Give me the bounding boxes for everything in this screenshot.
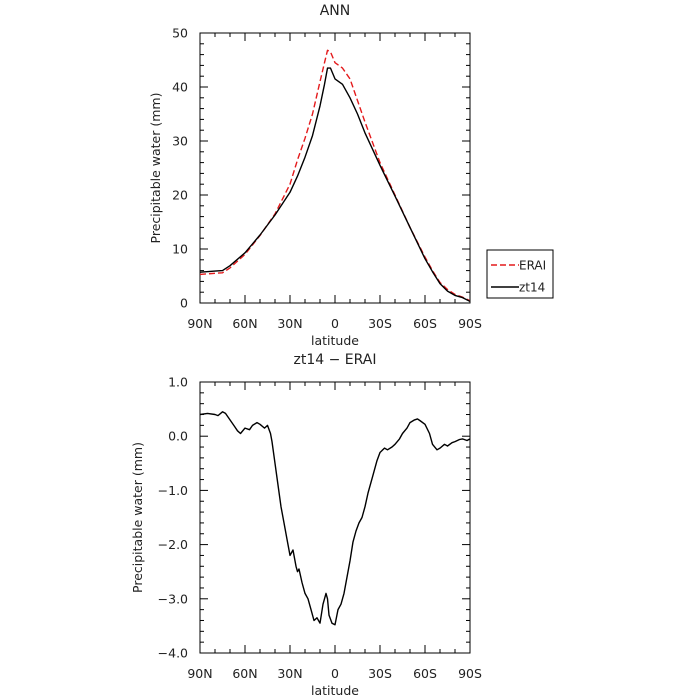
series-line-difference xyxy=(200,411,470,626)
y-tick-label: −2.0 xyxy=(158,537,188,552)
y-tick-label: −3.0 xyxy=(158,591,188,606)
y-tick-label: −4.0 xyxy=(158,646,188,661)
y-tick-label: 0 xyxy=(180,296,188,311)
chart-title-bottom: zt14 − ERAI xyxy=(294,352,377,368)
x-tick-label: 30N xyxy=(277,316,302,331)
y-tick-label: 10 xyxy=(172,242,188,257)
x-tick-label: 60N xyxy=(232,666,257,681)
x-axis-label: latitude xyxy=(311,333,359,348)
x-tick-label: 30S xyxy=(368,666,392,681)
x-tick-label: 0 xyxy=(331,316,339,331)
y-tick-label: −1.0 xyxy=(158,483,188,498)
chart-title-top: ANN xyxy=(320,3,351,19)
x-axis-label: latitude xyxy=(311,683,359,698)
plot-frame-top xyxy=(199,32,471,304)
x-tick-label: 0 xyxy=(331,666,339,681)
y-tick-label: 1.0 xyxy=(168,375,188,390)
x-tick-label: 30S xyxy=(368,316,392,331)
x-tick-label: 60N xyxy=(232,316,257,331)
x-tick-label: 60S xyxy=(413,316,437,331)
y-tick-label: 0.0 xyxy=(168,429,188,444)
x-tick-label: 90N xyxy=(187,666,212,681)
legend-box xyxy=(486,249,554,299)
y-tick-label: 40 xyxy=(172,80,188,95)
y-tick-label: 30 xyxy=(172,134,188,149)
y-tick-label: 50 xyxy=(172,26,188,41)
series-line-zt14 xyxy=(200,67,470,303)
legend-label-zt14: zt14 xyxy=(519,281,545,295)
series-line-erai xyxy=(200,49,470,302)
x-tick-label: 90N xyxy=(187,316,212,331)
plot-frame-bottom xyxy=(199,381,471,654)
y-tick-label: 20 xyxy=(172,188,188,203)
y-axis-label: Precipitable water (mm) xyxy=(130,442,145,593)
legend-label-erai: ERAI xyxy=(519,259,546,273)
x-tick-label: 60S xyxy=(413,666,437,681)
x-tick-label: 90S xyxy=(458,666,482,681)
x-tick-label: 30N xyxy=(277,666,302,681)
y-axis-label: Precipitable water (mm) xyxy=(148,93,163,244)
x-tick-label: 90S xyxy=(458,316,482,331)
